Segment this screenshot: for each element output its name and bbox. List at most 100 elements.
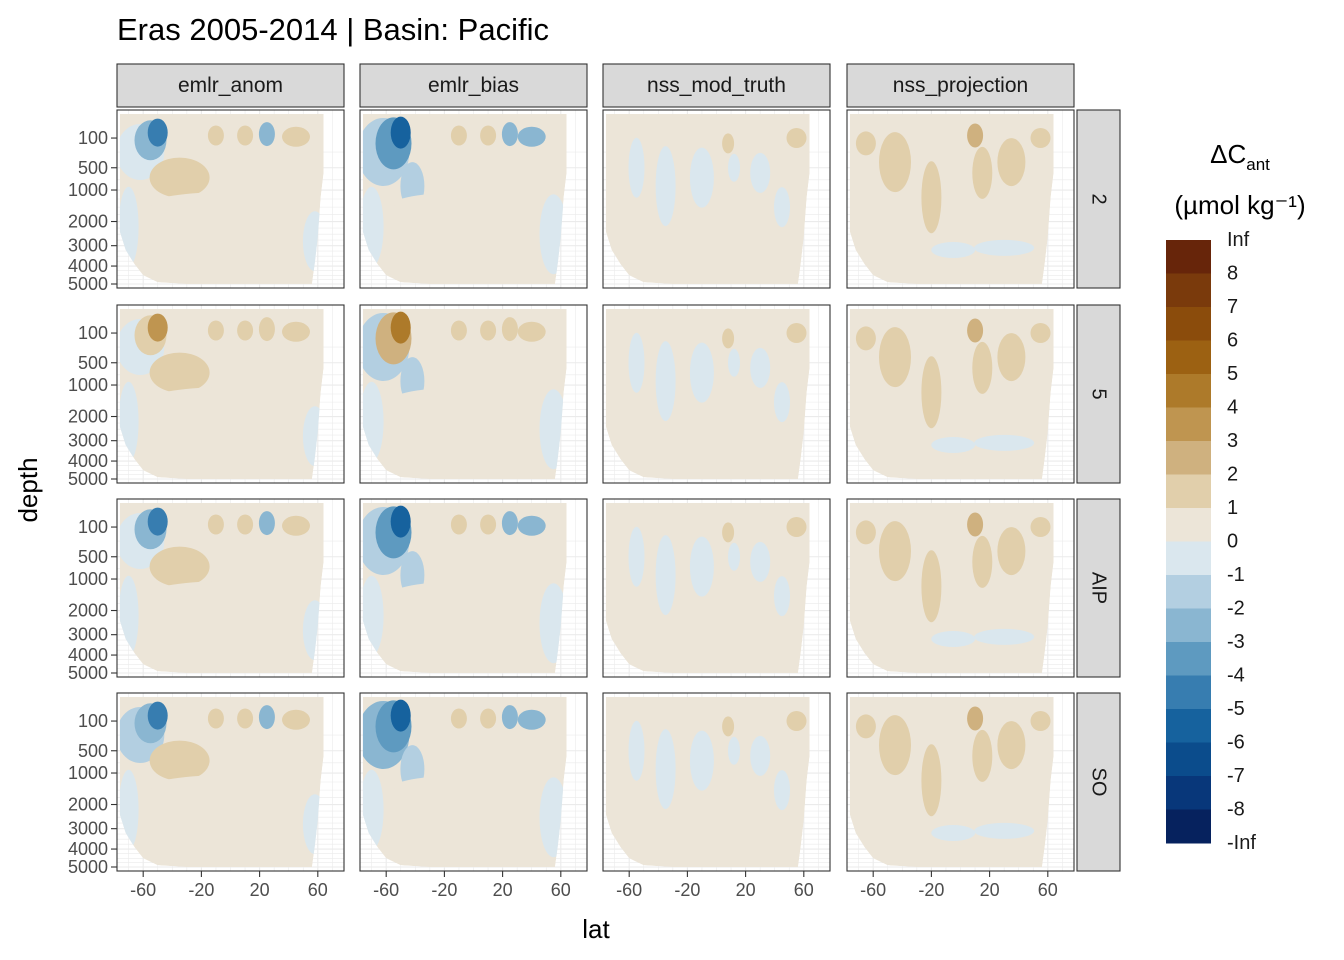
- y-tick-label: 3000: [68, 236, 108, 256]
- contour-band: [997, 721, 1026, 770]
- y-tick-label: 100: [78, 711, 108, 731]
- legend-title-main: ΔC: [1210, 139, 1246, 169]
- contour-band: [258, 317, 275, 342]
- legend-key: [1166, 407, 1211, 442]
- contour-band: [774, 382, 790, 423]
- contour-band: [655, 146, 676, 227]
- panel-border: [116, 498, 345, 678]
- panel-emlr_anom-AIP: [116, 498, 345, 678]
- panel-emlr_anom-5: [116, 304, 345, 484]
- contour-field: [849, 309, 1054, 479]
- contour-band: [258, 122, 275, 147]
- contour-band: [786, 128, 807, 148]
- column-strip-background: [116, 63, 345, 108]
- column-strip-background: [846, 63, 1075, 108]
- contour-band: [921, 356, 942, 429]
- contour-band: [967, 512, 984, 537]
- panel-emlr_bias-5: [359, 304, 588, 484]
- legend-label: 1: [1227, 497, 1238, 519]
- legend-key: [1166, 240, 1211, 274]
- contour-band: [931, 437, 976, 453]
- row-strip-5: 5: [1076, 304, 1121, 484]
- y-tick-label: 1000: [68, 375, 108, 395]
- contour-band: [501, 705, 518, 730]
- contour-field: [605, 114, 810, 284]
- contour-band: [974, 239, 1035, 256]
- panel-nss_mod_truth-2: [602, 109, 831, 289]
- x-tick-label: -20: [431, 880, 457, 900]
- contour-band: [390, 505, 411, 538]
- legend-key: [1166, 742, 1211, 777]
- legend-label: -4: [1227, 665, 1245, 687]
- y-tick-label: 5000: [68, 469, 108, 489]
- legend-label: -3: [1227, 631, 1245, 653]
- contour-band: [237, 708, 254, 729]
- facet-strips: 2 5 AIP SO emlr_anom emlr_bias nss_mod_truth ns…: [116, 63, 1121, 872]
- legend-key: [1166, 675, 1211, 710]
- contour-band: [393, 581, 554, 605]
- contour-band: [393, 387, 554, 411]
- legend-label: 7: [1227, 296, 1238, 318]
- y-tick-label: 1000: [68, 180, 108, 200]
- contour-band: [501, 317, 518, 342]
- column-strip-label: nss_projection: [893, 74, 1028, 97]
- legend-label: -1: [1227, 564, 1245, 586]
- contour-field: [849, 503, 1054, 673]
- panel-border: [846, 692, 1075, 872]
- contour-band: [390, 116, 411, 149]
- panel-emlr_bias-SO: [359, 692, 588, 872]
- row-strip-background: [1076, 109, 1121, 289]
- column-strip-background: [359, 63, 588, 108]
- contour-field: [362, 503, 567, 673]
- legend-key: [1166, 307, 1211, 341]
- legend-label: -8: [1227, 799, 1245, 821]
- panel-nss_projection-2: [846, 109, 1075, 289]
- contour-band: [207, 320, 224, 341]
- contour-band: [150, 192, 311, 216]
- contour-band: [393, 775, 554, 799]
- y-tick-label: 2000: [68, 212, 108, 232]
- x-tick-label: 20: [493, 880, 513, 900]
- contour-band: [150, 775, 311, 799]
- legend-key: [1166, 575, 1211, 609]
- contour-band: [628, 720, 645, 781]
- panel-border: [602, 692, 831, 872]
- contour-band: [774, 187, 790, 228]
- x-tick-label: -20: [918, 880, 944, 900]
- contour-band: [501, 511, 518, 536]
- contour-field: [119, 503, 324, 673]
- panel-border: [116, 304, 345, 484]
- contour-band: [237, 320, 254, 341]
- y-tick-label: 3000: [68, 625, 108, 645]
- contour-band: [972, 535, 993, 588]
- panel-border: [359, 692, 588, 872]
- legend-key: [1166, 608, 1211, 643]
- legend-label: -5: [1227, 698, 1245, 720]
- legend-key: [1166, 642, 1211, 676]
- contour-band: [628, 526, 645, 587]
- contour-field: [119, 309, 324, 479]
- column-strip-emlr_bias: emlr_bias: [359, 63, 588, 108]
- contour-band: [722, 716, 735, 737]
- x-tick-label: -60: [373, 880, 399, 900]
- contour-band: [997, 333, 1026, 382]
- y-tick-label: 3000: [68, 431, 108, 451]
- panel-nss_projection-5: [846, 304, 1075, 484]
- contour-band: [450, 514, 467, 535]
- y-tick-label: 5000: [68, 663, 108, 683]
- contour-band: [450, 125, 467, 146]
- contour-band: [689, 730, 714, 791]
- contour-band: [207, 125, 224, 146]
- contour-band: [972, 341, 993, 394]
- contour-band: [967, 318, 984, 343]
- contour-band: [786, 323, 807, 343]
- panel-border: [602, 304, 831, 484]
- contour-band: [722, 328, 735, 349]
- contour-band: [855, 714, 876, 739]
- legend-title-subscript: ant: [1246, 155, 1270, 174]
- contour-band: [480, 125, 497, 146]
- legend-key: [1166, 541, 1211, 576]
- axes: 1005001000200030004000500010050010002000…: [68, 128, 1058, 900]
- contour-band: [237, 514, 254, 535]
